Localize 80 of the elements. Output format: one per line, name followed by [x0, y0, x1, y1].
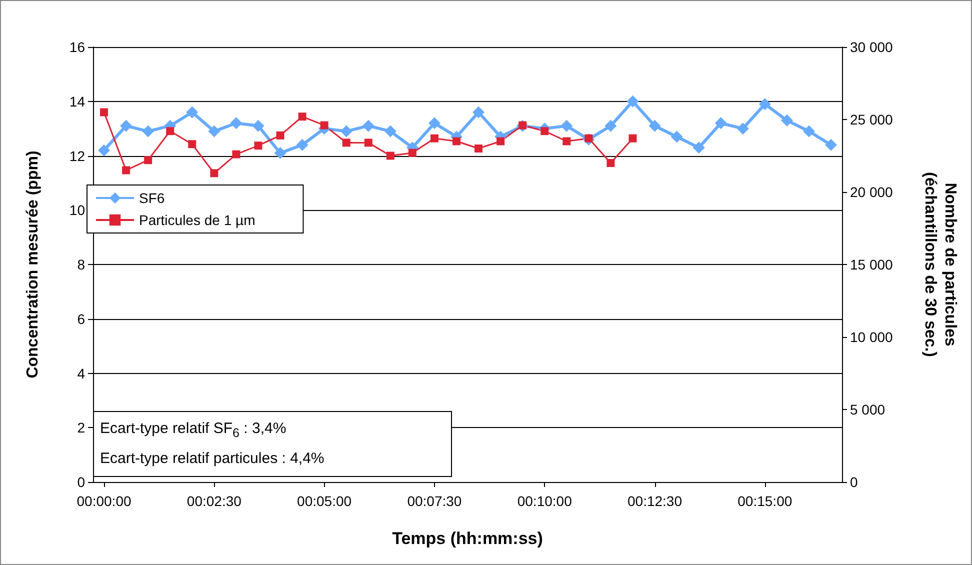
point: [824, 138, 837, 151]
y-tick-label: 0: [77, 474, 86, 490]
point: [252, 120, 264, 132]
point: [670, 130, 683, 143]
point: [714, 117, 727, 130]
point: [296, 138, 308, 151]
point: [628, 134, 637, 142]
y-tick-label: 6: [77, 310, 86, 327]
point: [166, 127, 174, 136]
point: [474, 144, 483, 152]
x-tick-label: 00:12:30: [628, 493, 682, 509]
point: [452, 137, 460, 146]
y2-tick-label: 0: [850, 474, 858, 490]
point: [208, 125, 220, 138]
point: [386, 152, 394, 160]
annotation: Ecart-type relatif SF$_{6}$ : 3,4%: [100, 419, 288, 442]
point: [758, 98, 771, 110]
point: [604, 120, 617, 132]
point: [626, 95, 639, 108]
point: [364, 138, 372, 147]
point: [362, 120, 374, 132]
point: [606, 159, 615, 167]
point: [210, 169, 218, 178]
point: [100, 108, 108, 116]
y-axis-title: Concentration mesurée (ppm): [24, 150, 42, 378]
y-tick-label: 10: [69, 202, 86, 218]
y-tick-label: 12: [69, 148, 86, 164]
y2-tick-label: 15 000: [850, 256, 894, 272]
y2-axis-title: Nombre de particules (échantillons de 30 sec.): [922, 172, 958, 357]
x-tick-label: 00:10:00: [517, 493, 572, 509]
y-tick-label: 8: [77, 256, 86, 272]
point: [472, 106, 485, 118]
point: [186, 106, 198, 118]
note-box: Ecart-type relatif SF$_{6}$ : 3,4% Ecart-type relatif particules : 4,4%: [93, 411, 452, 477]
x-axis-title: Temps (hh:mm:ss): [392, 529, 543, 548]
x-tick-label: 00:05:00: [297, 493, 352, 509]
point: [122, 166, 130, 174]
point: [120, 120, 132, 132]
point: [254, 142, 262, 150]
legend-label: SF6: [139, 190, 165, 206]
x-tick-label: 00:07:30: [407, 493, 462, 509]
point: [540, 127, 549, 136]
annotation: Ecart-type relatif particules : 4,4%: [100, 449, 326, 469]
point: [340, 125, 352, 138]
point: [142, 125, 154, 138]
point: [98, 144, 110, 156]
point: [144, 156, 152, 164]
y2-tick-label: 20 000: [850, 184, 894, 200]
point: [342, 138, 350, 147]
point: [188, 140, 196, 148]
x-tick-label: 00:00:00: [76, 493, 132, 509]
point: [692, 142, 705, 154]
point: [560, 120, 573, 132]
y2-tick-label: 5 000: [850, 402, 886, 418]
point: [408, 148, 416, 157]
point: [562, 137, 571, 146]
point: [274, 147, 286, 160]
point: [230, 117, 242, 130]
point: [780, 114, 793, 126]
y-tick-label: 2: [77, 420, 86, 436]
point: [320, 121, 328, 130]
point: [802, 125, 815, 138]
y-tick-label: 4: [77, 365, 86, 382]
point: [232, 150, 240, 158]
point: [648, 120, 661, 132]
y-tick-label: 16: [69, 39, 86, 55]
point: [430, 134, 438, 142]
point: [384, 125, 396, 138]
x-tick-label: 00:02:30: [186, 493, 242, 509]
point: [298, 112, 306, 121]
point: [428, 117, 440, 130]
y2-tick-label: 10 000: [850, 329, 894, 345]
point: [496, 137, 505, 146]
point: [276, 131, 284, 140]
y-tick-label: 14: [69, 93, 86, 110]
point: [736, 122, 749, 135]
y2-tick-label: 30 000: [850, 39, 894, 55]
y2-tick-label: 25 000: [850, 112, 894, 128]
x-tick-label: 00:15:00: [738, 493, 792, 509]
legend-label: Particules de 1 µm: [139, 212, 256, 228]
